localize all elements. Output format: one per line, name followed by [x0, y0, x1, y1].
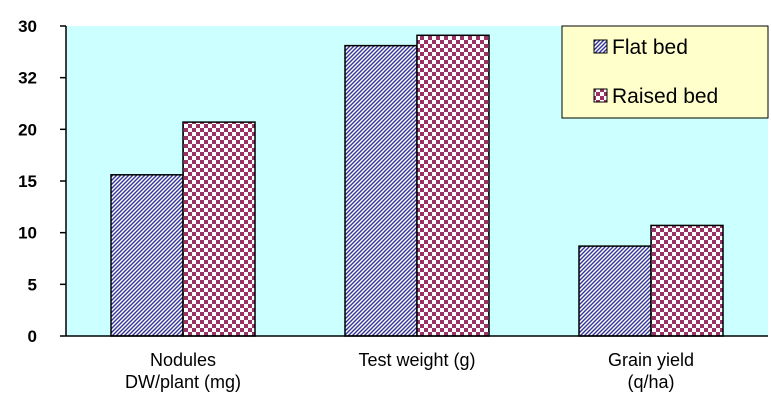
bar-flat-bed-nodules-dw-plant-mg-: [110, 174, 184, 337]
y-tick-label: 32: [18, 69, 37, 88]
legend-label-flat-bed: Flat bed: [612, 36, 688, 59]
x-category-label: DW/plant (mg): [125, 372, 241, 392]
x-category-label: (q/ha): [627, 372, 674, 392]
x-category-label: Grain yield: [608, 350, 694, 370]
legend: Flat bed Raised bed: [561, 25, 769, 119]
bars-layer: [110, 34, 724, 337]
legend-swatch-raised-bed: [593, 88, 608, 103]
y-tick-label: 0: [28, 327, 37, 346]
bar-raised-bed-test-weight-g-: [416, 34, 490, 337]
x-category-label: Nodules: [150, 350, 216, 370]
legend-label-raised-bed: Raised bed: [612, 85, 718, 108]
y-tick-label: 5: [28, 275, 37, 294]
legend-swatch-flat-bed: [593, 39, 608, 54]
y-tick-label: 10: [18, 224, 37, 243]
bar-flat-bed-grain-yield-q-ha-: [578, 245, 652, 337]
y-tick-label: 20: [18, 120, 37, 139]
y-tick-label: 30: [18, 17, 37, 36]
y-tick-label: 15: [18, 172, 37, 191]
bar-raised-bed-grain-yield-q-ha-: [650, 224, 724, 337]
bar-flat-bed-test-weight-g-: [344, 44, 418, 337]
x-category-label: Test weight (g): [358, 350, 475, 370]
bar-raised-bed-nodules-dw-plant-mg-: [182, 121, 256, 337]
ticks-layer: 0 5 10 15 20 32 30: [18, 17, 66, 346]
